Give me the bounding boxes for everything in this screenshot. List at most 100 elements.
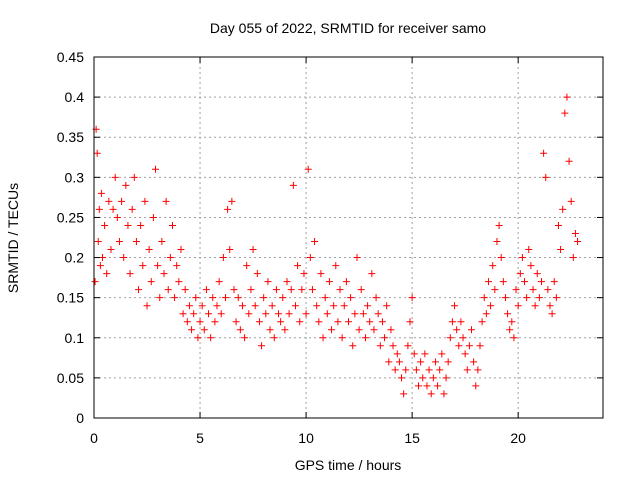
plot-frame: [93, 56, 604, 419]
data-point: [124, 221, 132, 229]
data-point: [465, 342, 473, 350]
data-point: [97, 189, 105, 197]
data-point: [552, 294, 560, 302]
data-point: [147, 278, 155, 286]
x-tick-label: 15: [404, 430, 420, 446]
data-point: [232, 318, 240, 326]
data-point: [113, 213, 121, 221]
data-point: [202, 286, 210, 294]
data-point: [137, 221, 145, 229]
data-point: [275, 310, 283, 318]
data-point: [177, 246, 185, 254]
data-point: [563, 93, 571, 101]
data-point: [243, 262, 251, 270]
data-point: [387, 326, 395, 334]
data-point: [93, 149, 101, 157]
data-point: [493, 238, 501, 246]
data-point: [404, 342, 412, 350]
data-point: [179, 310, 187, 318]
data-point: [501, 294, 509, 302]
data-point: [247, 286, 255, 294]
data-point: [328, 326, 336, 334]
data-point: [497, 254, 505, 262]
data-point: [431, 358, 439, 366]
data-point: [364, 302, 372, 310]
data-point: [173, 262, 181, 270]
data-point: [145, 246, 153, 254]
data-point: [270, 334, 278, 342]
data-point: [277, 318, 285, 326]
data-point: [300, 270, 308, 278]
data-point: [410, 350, 418, 358]
data-point: [408, 294, 416, 302]
data-point: [412, 366, 420, 374]
data-point: [438, 350, 446, 358]
data-point: [230, 286, 238, 294]
data-point: [389, 342, 397, 350]
data-point: [135, 286, 143, 294]
data-point: [98, 254, 106, 262]
data-point: [463, 366, 471, 374]
data-point: [289, 181, 297, 189]
data-point: [425, 366, 433, 374]
data-point: [565, 157, 573, 165]
data-point: [171, 294, 179, 302]
data-point: [91, 278, 99, 286]
data-point: [96, 262, 104, 270]
data-point: [268, 302, 276, 310]
data-point: [521, 278, 529, 286]
y-tick-label: 0.45: [57, 49, 84, 65]
data-point: [368, 270, 376, 278]
data-point: [440, 390, 448, 398]
data-point: [296, 318, 304, 326]
data-point: [120, 254, 128, 262]
data-point: [548, 310, 556, 318]
data-point: [251, 302, 259, 310]
data-point: [370, 326, 378, 334]
y-tick-label: 0.3: [65, 169, 85, 185]
data-point: [429, 374, 437, 382]
data-point: [393, 350, 401, 358]
data-point: [285, 310, 293, 318]
data-point: [264, 278, 272, 286]
data-point: [357, 286, 365, 294]
data-point: [107, 246, 115, 254]
data-point: [540, 149, 548, 157]
data-point: [130, 173, 138, 181]
data-point: [523, 294, 531, 302]
data-point: [533, 270, 541, 278]
data-point: [336, 286, 344, 294]
data-point: [260, 294, 268, 302]
data-point: [512, 286, 520, 294]
y-tick-label: 0.25: [57, 209, 84, 225]
data-point: [226, 246, 234, 254]
data-point: [542, 173, 550, 181]
chart-title: Day 055 of 2022, SRMTID for receiver sam…: [210, 20, 486, 36]
data-point: [453, 326, 461, 334]
data-point: [421, 350, 429, 358]
data-point: [514, 302, 522, 310]
data-point: [535, 294, 543, 302]
data-point: [323, 310, 331, 318]
data-point: [571, 229, 579, 237]
data-point: [448, 318, 456, 326]
data-point: [414, 382, 422, 390]
data-point: [111, 173, 119, 181]
data-point: [128, 205, 136, 213]
data-point: [338, 334, 346, 342]
data-point: [480, 294, 488, 302]
data-point: [181, 286, 189, 294]
data-point: [419, 374, 427, 382]
data-point: [457, 318, 465, 326]
data-point: [209, 294, 217, 302]
y-tick-label: 0.1: [65, 330, 85, 346]
data-point: [455, 342, 463, 350]
data-point: [126, 270, 134, 278]
data-point: [294, 262, 302, 270]
axis-ticks: [93, 56, 603, 419]
data-point: [446, 334, 454, 342]
data-point: [334, 318, 342, 326]
data-point: [531, 302, 539, 310]
x-tick-label: 10: [298, 430, 314, 446]
data-point: [427, 390, 435, 398]
